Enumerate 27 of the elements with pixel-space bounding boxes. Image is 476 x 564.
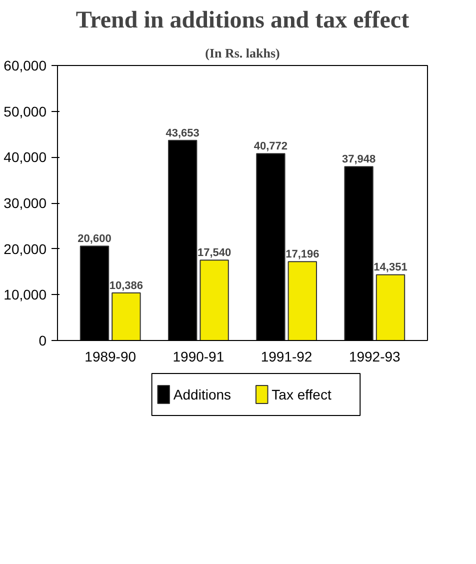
data-label: 20,600	[78, 233, 112, 246]
data-label: 14,351	[374, 262, 408, 274]
y-tick-label: 10,000	[4, 286, 47, 303]
chart-title: Trend in additions and tax effect	[76, 8, 410, 34]
bar	[112, 292, 141, 340]
data-label: 40,772	[254, 140, 288, 153]
y-tick-label: 20,000	[4, 240, 47, 257]
y-tick-label: 60,000	[4, 58, 47, 74]
bar	[200, 260, 229, 340]
data-label: 17,540	[197, 247, 232, 260]
x-tick-label: 1992-93	[348, 348, 401, 364]
y-tick-label: 50,000	[4, 103, 47, 120]
x-tick-label: 1989-90	[84, 348, 136, 364]
chart-subtitle: (In Rs. lakhs)	[205, 46, 280, 60]
bar	[288, 261, 317, 340]
bar	[376, 274, 406, 340]
x-tick-label: 1990-91	[172, 348, 224, 364]
data-label: 17,196	[286, 248, 320, 261]
x-tick-label: 1991-92	[260, 348, 312, 364]
y-tick-label: 40,000	[4, 149, 47, 166]
y-tick-label: 0	[38, 332, 47, 348]
data-label: 10,386	[109, 280, 144, 292]
legend-label: Additions	[173, 386, 232, 402]
y-tick-label: 30,000	[4, 195, 47, 211]
legend-label: Tax effect	[272, 386, 332, 402]
data-label: 37,948	[342, 154, 376, 166]
data-label: 43,653	[166, 127, 200, 140]
